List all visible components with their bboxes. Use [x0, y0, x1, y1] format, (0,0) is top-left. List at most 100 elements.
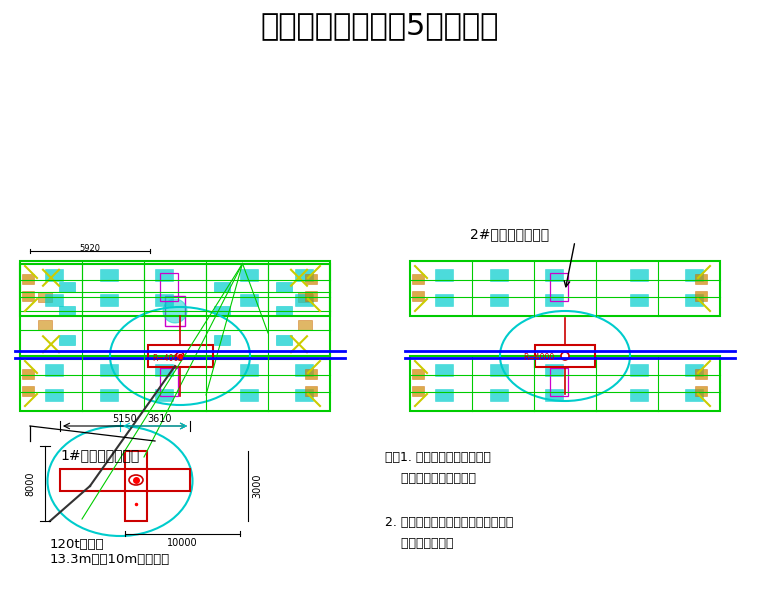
Bar	[125, 451, 147, 521]
Bar	[59, 335, 74, 344]
Bar	[165, 296, 185, 326]
Bar	[435, 269, 453, 281]
Bar	[685, 389, 703, 401]
Bar	[535, 345, 595, 367]
Text: R=4000: R=4000	[152, 354, 183, 363]
Bar	[214, 306, 230, 316]
Bar	[545, 294, 563, 306]
Bar	[695, 291, 707, 301]
Bar	[240, 294, 258, 306]
Bar	[240, 389, 258, 401]
Bar	[240, 269, 258, 281]
Bar	[45, 389, 63, 401]
Text: 2. 吊车走行路线上，无地下室孔洞，
    全为实心基础。: 2. 吊车走行路线上，无地下室孔洞， 全为实心基础。	[385, 516, 513, 550]
Bar	[295, 389, 313, 401]
Bar	[275, 306, 292, 316]
Text: 5150: 5150	[112, 414, 138, 424]
Bar	[695, 369, 707, 379]
Bar	[59, 282, 74, 292]
Bar	[545, 364, 563, 376]
Bar	[630, 294, 648, 306]
Bar	[550, 273, 568, 301]
Bar	[412, 274, 424, 284]
Bar	[59, 306, 74, 316]
Bar	[275, 335, 292, 344]
Bar	[490, 364, 508, 376]
Text: R=4000: R=4000	[523, 353, 554, 362]
Bar	[160, 273, 178, 301]
Circle shape	[163, 299, 187, 323]
Bar	[695, 386, 707, 396]
Bar	[490, 294, 508, 306]
Bar	[410, 261, 720, 316]
Bar	[100, 294, 118, 306]
Text: 注：1. 吊车行走道路需回填、
    夯实、面层施工完成；: 注：1. 吊车行走道路需回填、 夯实、面层施工完成；	[385, 451, 491, 485]
Text: 10000: 10000	[166, 538, 198, 548]
Bar	[22, 291, 34, 301]
Bar	[490, 269, 508, 281]
Text: 120t汽车吊
13.3m杆，10m作业半径: 120t汽车吊 13.3m杆，10m作业半径	[50, 538, 170, 566]
Circle shape	[176, 352, 184, 360]
Bar	[305, 291, 317, 301]
Bar	[545, 389, 563, 401]
Bar	[20, 263, 330, 359]
Bar	[20, 261, 330, 316]
Bar	[298, 320, 312, 331]
Bar	[295, 364, 313, 376]
Bar	[100, 269, 118, 281]
Bar	[685, 364, 703, 376]
Text: 8000: 8000	[25, 472, 35, 496]
Bar	[490, 389, 508, 401]
Bar	[630, 364, 648, 376]
Bar	[147, 345, 213, 367]
Bar	[685, 269, 703, 281]
Bar	[695, 274, 707, 284]
Bar	[305, 369, 317, 379]
Bar	[240, 364, 258, 376]
Bar	[435, 364, 453, 376]
Bar	[38, 291, 52, 302]
Bar	[295, 294, 313, 306]
Bar	[630, 389, 648, 401]
Bar	[100, 364, 118, 376]
Bar	[160, 368, 178, 396]
Bar	[412, 386, 424, 396]
Bar	[410, 356, 720, 411]
Bar	[305, 386, 317, 396]
Text: 3610: 3610	[147, 414, 173, 424]
Bar	[412, 369, 424, 379]
Bar	[45, 364, 63, 376]
Bar	[298, 291, 312, 302]
Bar	[155, 269, 173, 281]
Bar	[435, 294, 453, 306]
Circle shape	[561, 352, 569, 360]
Bar	[100, 389, 118, 401]
Text: 1#热镀锌机组锌锅: 1#热镀锌机组锌锅	[60, 448, 139, 462]
Bar	[214, 335, 230, 344]
Bar	[45, 294, 63, 306]
Bar	[155, 389, 173, 401]
Bar	[155, 364, 173, 376]
Bar	[550, 368, 568, 396]
Bar	[545, 269, 563, 281]
Bar	[38, 320, 52, 331]
Text: 3000: 3000	[252, 474, 262, 498]
Bar	[60, 469, 190, 491]
Bar	[295, 269, 313, 281]
Text: 2#热镀锌机组锌锅: 2#热镀锌机组锌锅	[470, 227, 549, 241]
Bar	[275, 282, 292, 292]
Bar	[20, 356, 330, 411]
Bar	[155, 294, 173, 306]
Bar	[305, 274, 317, 284]
Bar	[630, 269, 648, 281]
Bar	[22, 386, 34, 396]
Text: 吊装平面图（锌锅5片供货）: 吊装平面图（锌锅5片供货）	[261, 11, 499, 40]
Bar	[22, 369, 34, 379]
Bar	[214, 282, 230, 292]
Text: 5920: 5920	[80, 244, 100, 253]
Bar	[22, 274, 34, 284]
Bar	[435, 389, 453, 401]
Bar	[45, 269, 63, 281]
Bar	[685, 294, 703, 306]
Bar	[412, 291, 424, 301]
